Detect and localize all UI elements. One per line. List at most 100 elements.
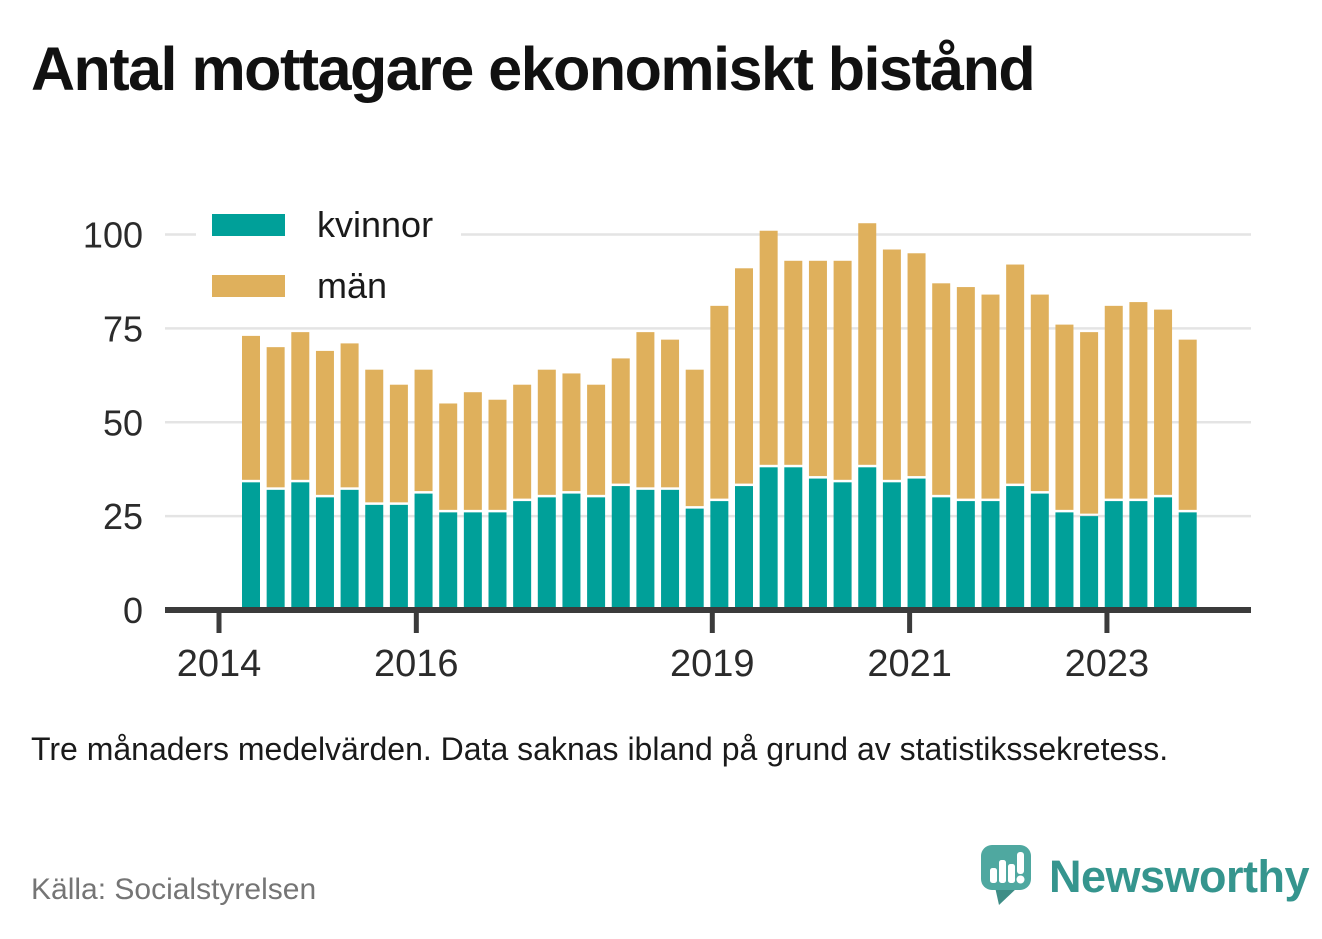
legend-swatch-man bbox=[212, 275, 285, 297]
bar-kvinnor-2019-Q2 bbox=[735, 486, 753, 608]
bar-man-2015-Q4 bbox=[389, 384, 408, 503]
chart-subtitle: Tre månaders medelvärden. Data saknas ib… bbox=[31, 731, 1169, 767]
bar-man-2017-Q3 bbox=[562, 373, 581, 492]
legend-label-man: män bbox=[317, 265, 388, 306]
chart-title: Antal mottagare ekonomiskt bistånd bbox=[31, 35, 1036, 103]
bar-man-2021-Q4 bbox=[981, 294, 1000, 499]
bar-man-2021-Q1 bbox=[907, 253, 926, 477]
bar-man-2020-Q2 bbox=[833, 260, 852, 480]
bar-kvinnor-2022-Q1 bbox=[1006, 486, 1025, 608]
bar-man-2019-Q1 bbox=[710, 305, 729, 499]
bar-man-2019-Q2 bbox=[735, 268, 753, 484]
source-note: Källa: Socialstyrelsen bbox=[31, 873, 317, 906]
bar-man-2018-Q2 bbox=[636, 332, 655, 488]
bar-kvinnor-2021-Q2 bbox=[932, 497, 951, 608]
bar-man-2022-Q2 bbox=[1030, 294, 1049, 492]
bar-kvinnor-2018-Q1 bbox=[611, 486, 630, 608]
bar-kvinnor-2023-Q4 bbox=[1178, 512, 1197, 608]
brand-name: Newsworthy bbox=[1049, 851, 1310, 902]
bar-man-2023-Q3 bbox=[1154, 309, 1173, 495]
legend-item-man: män bbox=[196, 262, 462, 310]
bar-kvinnor-2014-Q3 bbox=[266, 489, 285, 608]
bar-man-2017-Q2 bbox=[537, 369, 556, 495]
bar-kvinnor-2016-Q3 bbox=[463, 512, 482, 608]
bar-kvinnor-2022-Q2 bbox=[1030, 493, 1049, 608]
bar-man-2020-Q3 bbox=[858, 223, 877, 465]
bar-man-2018-Q4 bbox=[685, 369, 704, 507]
bar-man-2020-Q4 bbox=[882, 249, 901, 480]
x-axis-label-2021: 2021 bbox=[867, 643, 952, 685]
bar-kvinnor-2017-Q4 bbox=[587, 497, 606, 608]
bar-kvinnor-2017-Q2 bbox=[537, 497, 556, 608]
y-axis-label-75: 75 bbox=[103, 308, 143, 349]
bar-kvinnor-2015-Q2 bbox=[340, 489, 359, 608]
bar-kvinnor-2021-Q1 bbox=[907, 478, 926, 608]
bar-man-2016-Q4 bbox=[488, 399, 507, 510]
bar-kvinnor-2021-Q4 bbox=[981, 501, 1000, 608]
bar-man-2022-Q4 bbox=[1080, 332, 1099, 514]
bar-kvinnor-2014-Q4 bbox=[291, 482, 310, 608]
bar-kvinnor-2022-Q3 bbox=[1055, 512, 1074, 608]
bar-kvinnor-2019-Q1 bbox=[710, 501, 729, 608]
bar-kvinnor-2020-Q2 bbox=[833, 482, 852, 608]
bar-kvinnor-2015-Q3 bbox=[365, 504, 384, 608]
bar-man-2016-Q2 bbox=[439, 403, 458, 510]
y-axis-label-25: 25 bbox=[103, 496, 143, 537]
legend: kvinnor män bbox=[196, 201, 462, 323]
newsworthy-speech-bubble-chart-icon bbox=[981, 845, 1031, 905]
legend-item-kvinnor: kvinnor bbox=[196, 201, 462, 249]
bar-man-2021-Q2 bbox=[932, 283, 951, 495]
brand-logo: Newsworthy bbox=[981, 845, 1310, 907]
bar-man-2023-Q4 bbox=[1178, 339, 1197, 510]
bar-man-2022-Q3 bbox=[1055, 324, 1074, 510]
bar-kvinnor-2018-Q2 bbox=[636, 489, 655, 608]
bar-man-2014-Q3 bbox=[266, 347, 285, 488]
y-axis-label-100: 100 bbox=[83, 215, 143, 256]
bar-kvinnor-2014-Q2 bbox=[242, 482, 260, 608]
bar-kvinnor-2016-Q4 bbox=[488, 512, 507, 608]
bar-man-2022-Q1 bbox=[1006, 264, 1025, 484]
bar-kvinnor-2021-Q3 bbox=[956, 501, 975, 608]
bar-kvinnor-2017-Q3 bbox=[562, 493, 581, 608]
bar-man-2023-Q2 bbox=[1129, 302, 1148, 499]
bar-kvinnor-2023-Q2 bbox=[1129, 501, 1148, 608]
legend-swatch-kvinnor bbox=[212, 214, 285, 236]
bar-man-2017-Q4 bbox=[587, 384, 606, 495]
bar-man-2015-Q3 bbox=[365, 369, 384, 503]
bar-kvinnor-2015-Q4 bbox=[389, 504, 408, 608]
legend-label-kvinnor: kvinnor bbox=[317, 204, 434, 245]
bar-kvinnor-2020-Q3 bbox=[858, 467, 877, 608]
y-axis-label-50: 50 bbox=[103, 402, 143, 443]
bar-man-2018-Q3 bbox=[661, 339, 680, 488]
bar-kvinnor-2023-Q3 bbox=[1154, 497, 1173, 608]
bar-kvinnor-2020-Q4 bbox=[882, 482, 901, 608]
bar-man-2016-Q3 bbox=[463, 392, 482, 510]
x-axis-tick-2019 bbox=[709, 613, 715, 633]
bar-kvinnor-2023-Q1 bbox=[1104, 501, 1123, 608]
bar-kvinnor-2016-Q2 bbox=[439, 512, 458, 608]
bar-man-2014-Q2 bbox=[242, 335, 260, 480]
bar-man-2018-Q1 bbox=[611, 358, 630, 484]
x-axis-tick-2014 bbox=[216, 613, 222, 633]
x-axis-tick-2023 bbox=[1104, 613, 1110, 633]
bar-kvinnor-2017-Q1 bbox=[513, 501, 532, 608]
bar-kvinnor-2019-Q4 bbox=[784, 467, 803, 608]
bar-kvinnor-2018-Q4 bbox=[685, 508, 704, 608]
bar-man-2020-Q1 bbox=[808, 260, 827, 477]
y-axis-label-0: 0 bbox=[123, 590, 143, 631]
x-axis-line bbox=[165, 607, 1251, 613]
bar-man-2014-Q4 bbox=[291, 332, 310, 480]
bar-man-2019-Q4 bbox=[784, 260, 803, 465]
x-axis-label-2023: 2023 bbox=[1065, 643, 1150, 685]
bar-kvinnor-2019-Q3 bbox=[759, 467, 778, 608]
bar-man-2017-Q1 bbox=[513, 384, 532, 499]
bar-man-2021-Q3 bbox=[956, 287, 975, 499]
x-axis-label-2019: 2019 bbox=[670, 643, 755, 685]
bar-man-2023-Q1 bbox=[1104, 305, 1123, 499]
bar-kvinnor-2018-Q3 bbox=[661, 489, 680, 608]
bar-kvinnor-2015-Q1 bbox=[315, 497, 334, 608]
x-axis-tick-2016 bbox=[413, 613, 419, 633]
x-axis-label-2014: 2014 bbox=[177, 643, 262, 685]
